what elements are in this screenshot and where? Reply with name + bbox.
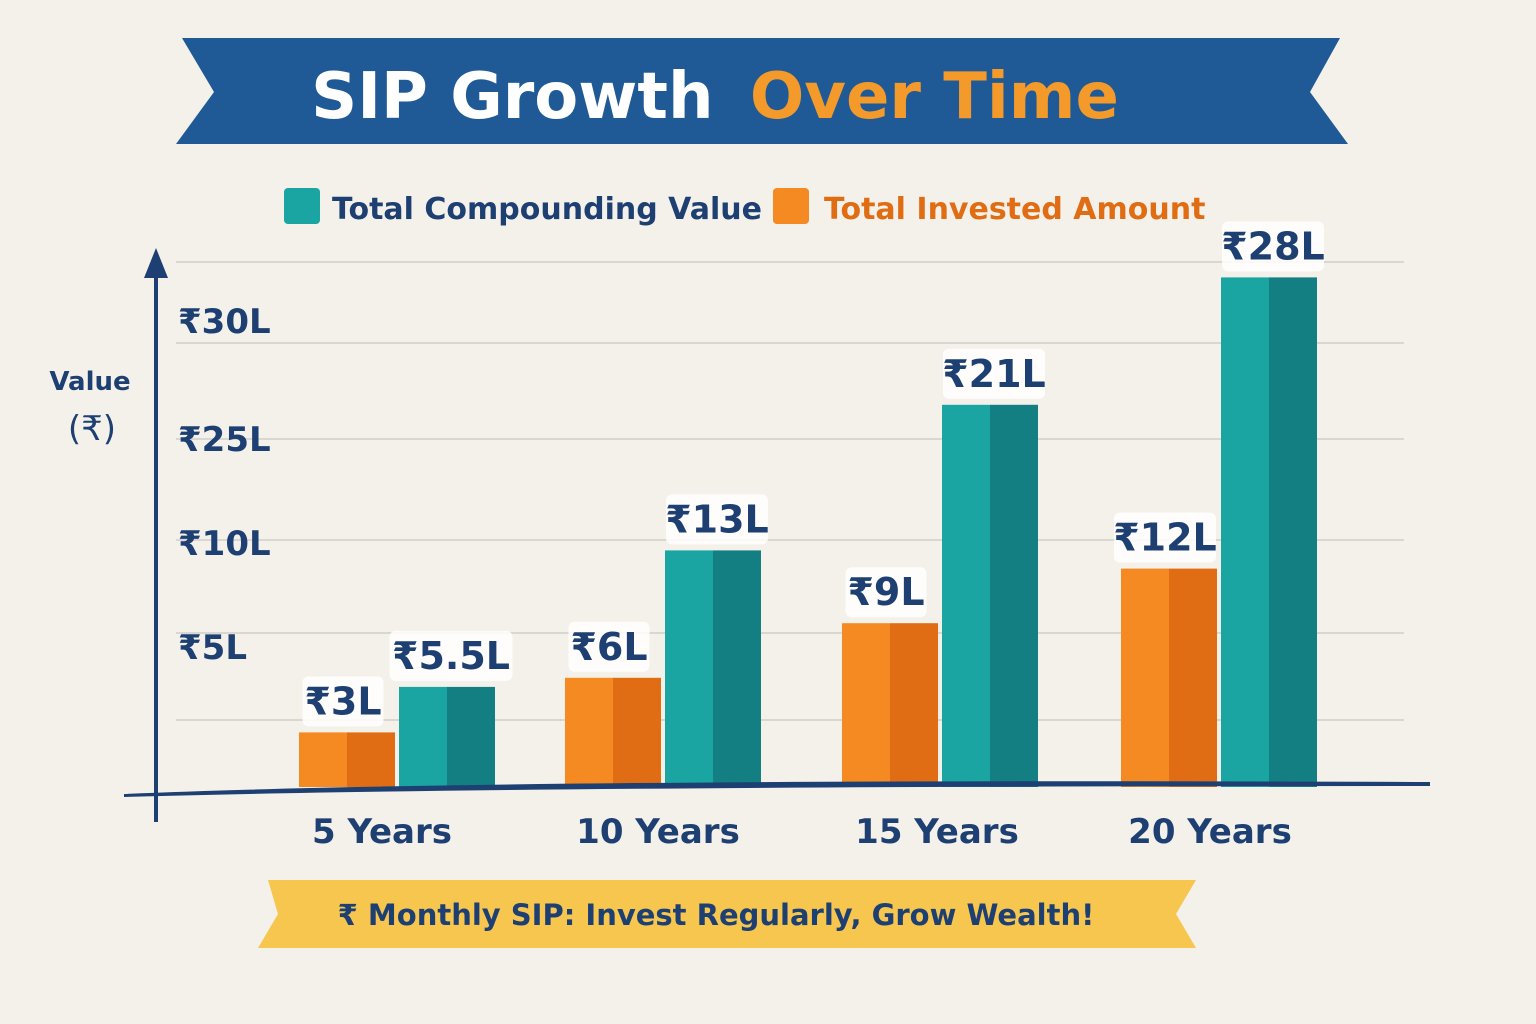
- bar-invested: [565, 677, 661, 787]
- data-label-bg: [845, 567, 927, 618]
- data-label-bg: [389, 630, 513, 681]
- footer-ribbon: [258, 880, 1196, 948]
- footer-slogan: ₹ Monthly SIP: Invest Regularly, Grow We…: [338, 898, 1095, 932]
- data-label: ₹13L: [665, 494, 769, 545]
- y-axis-unit: (₹): [68, 409, 116, 449]
- data-label-bg: [568, 621, 650, 672]
- data-label-text: ₹6L: [570, 625, 647, 669]
- data-label-text: ₹21L: [942, 352, 1046, 396]
- bar-invested: [842, 623, 938, 787]
- data-label: ₹6L: [568, 621, 650, 672]
- bar-invested-shade: [890, 623, 938, 787]
- title-ribbon: [176, 38, 1348, 144]
- data-label: ₹21L: [942, 348, 1046, 399]
- data-label-text: ₹28L: [1221, 224, 1325, 268]
- bar-invested-face: [565, 677, 613, 787]
- data-label-text: ₹12L: [1113, 516, 1217, 560]
- y-tick-label: ₹10L: [178, 524, 271, 564]
- legend-swatch-invested: [773, 188, 809, 224]
- y-axis-arrow-icon: [144, 248, 168, 278]
- legend-label-invested: Total Invested Amount: [824, 192, 1205, 227]
- bar-compounding-face: [399, 686, 447, 787]
- bar-compounding-face: [1221, 277, 1269, 787]
- data-label-bg: [943, 348, 1045, 399]
- legend: Total Compounding Value Total Invested A…: [284, 188, 1205, 227]
- title-banner: SIP Growth Over Time: [176, 38, 1348, 144]
- bar-invested-shade: [613, 677, 661, 787]
- data-label: ₹9L: [845, 567, 927, 618]
- bar-compounding-shade: [990, 404, 1038, 787]
- data-label-bg: [666, 494, 768, 545]
- chart-title: SIP Growth Over Time: [311, 60, 1119, 134]
- data-label-text: ₹9L: [847, 570, 924, 614]
- x-tick-label: 5 Years: [312, 812, 452, 852]
- y-tick-label: ₹25L: [178, 420, 271, 460]
- bar-compounding: [665, 550, 761, 787]
- x-tick-label: 15 Years: [855, 812, 1019, 852]
- legend-label-compounding: Total Compounding Value: [332, 192, 762, 227]
- data-label-text: ₹3L: [304, 679, 381, 723]
- x-tick-label: 20 Years: [1128, 812, 1292, 852]
- footer-banner: ₹ Monthly SIP: Invest Regularly, Grow We…: [258, 880, 1196, 948]
- data-label: ₹28L: [1221, 221, 1325, 272]
- bar-invested-face: [299, 732, 347, 787]
- bar-invested: [299, 732, 395, 787]
- value-labels: ₹3L₹5.5L ₹6L ₹13L ₹9L ₹21L ₹12L ₹28L: [302, 221, 1325, 727]
- data-label-bg: [1222, 221, 1324, 272]
- bar-compounding-shade: [1269, 277, 1317, 787]
- x-axis-baseline: [124, 781, 1430, 797]
- bar-compounding-shade: [447, 686, 495, 787]
- bar-invested: [1121, 568, 1217, 787]
- chart-title-part1: SIP Growth: [311, 60, 713, 134]
- bar-invested-face: [1121, 568, 1169, 787]
- bar-invested-face: [842, 623, 890, 787]
- bar-compounding-face: [665, 550, 713, 787]
- bar-invested-shade: [1169, 568, 1217, 787]
- bar-compounding: [399, 686, 495, 787]
- bars: [299, 277, 1317, 787]
- y-axis-label: Value: [49, 367, 130, 397]
- y-tick-label: ₹5L: [178, 628, 247, 668]
- bar-compounding-face: [942, 404, 990, 787]
- x-tick-label: 10 Years: [576, 812, 740, 852]
- data-label: ₹3L: [302, 676, 384, 727]
- bar-compounding: [1221, 277, 1317, 787]
- data-label-text: ₹5.5L: [392, 634, 510, 678]
- legend-swatch-compounding: [284, 188, 320, 224]
- bar-compounding-shade: [713, 550, 761, 787]
- data-label-bg: [302, 676, 384, 727]
- chart-title-part2: Over Time: [750, 60, 1119, 134]
- data-label-text: ₹13L: [665, 497, 769, 541]
- data-label-bg: [1114, 512, 1216, 563]
- y-tick-label: ₹30L: [178, 302, 271, 342]
- y-axis: Value (₹) ₹30L ₹25L ₹10L ₹5L: [49, 248, 271, 822]
- data-label: ₹5.5L: [389, 630, 513, 681]
- data-label: ₹12L: [1113, 512, 1217, 563]
- x-axis: 5 Years 10 Years 15 Years 20 Years: [312, 812, 1292, 852]
- gridlines: [176, 261, 1404, 721]
- bar-compounding: [942, 404, 1038, 787]
- bar-invested-shade: [347, 732, 395, 787]
